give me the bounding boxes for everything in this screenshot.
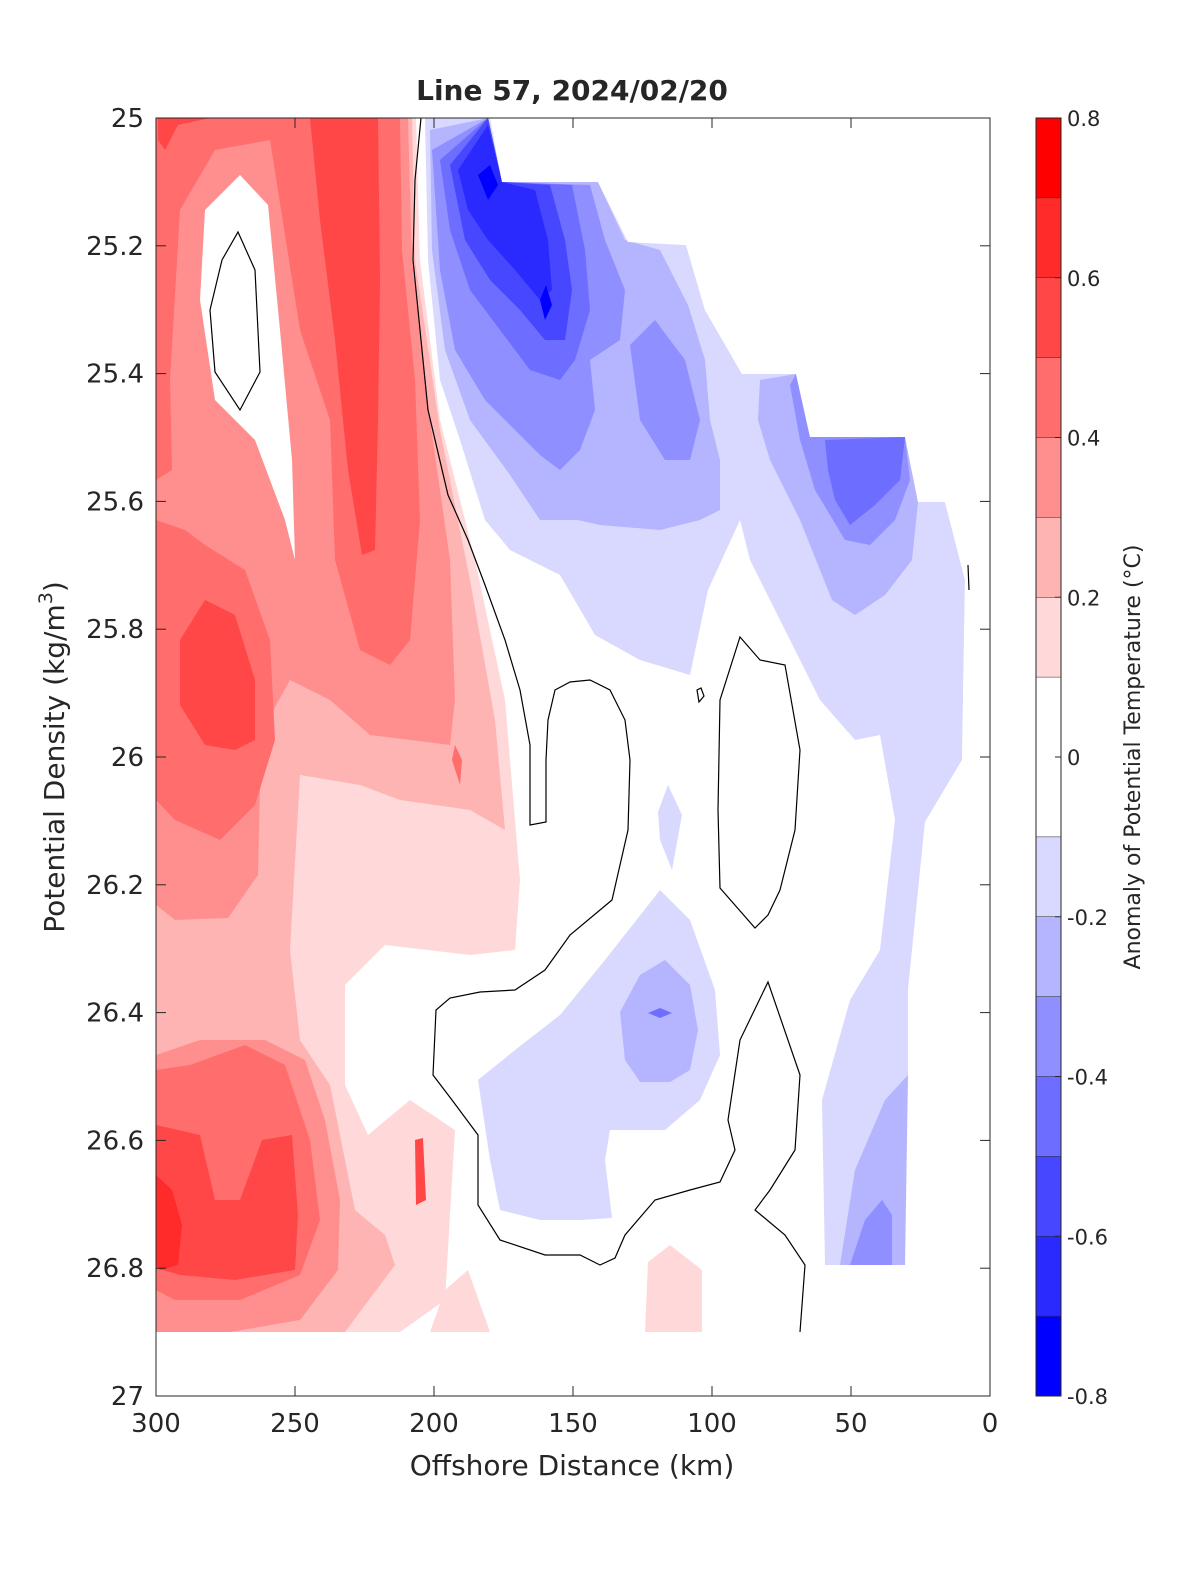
- contour-fill-neg-0.4c: [648, 1008, 672, 1018]
- contour-fill-pos-0.5b: [158, 118, 210, 150]
- x-axis: 300 250 200 150 100 50 0: [131, 118, 998, 1439]
- colorbar-level: [1036, 1076, 1061, 1157]
- colorbar: [1036, 118, 1061, 1396]
- zero-contour-right-core: [717, 635, 801, 929]
- y-axis-label-sup: 3: [35, 592, 57, 604]
- x-tick-label: 50: [834, 1409, 867, 1439]
- y-axis: 25 25.2 25.4 25.6 25.8 26 26.2 26.4 26.6 26.8 27: [86, 104, 990, 1412]
- y-tick-label: 25.8: [86, 615, 144, 645]
- contour-fill-neg-0.2c: [620, 960, 698, 1082]
- colorbar-tick-label: 0.2: [1067, 586, 1100, 610]
- colorbar-tick-label: 0.6: [1067, 267, 1100, 291]
- colorbar-level: [1036, 118, 1061, 198]
- y-tick-label: 25.4: [86, 360, 144, 390]
- contour-fill-neg-0.6: [458, 125, 552, 300]
- colorbar-tick-label: 0.8: [1067, 107, 1100, 131]
- x-tick-label: 250: [270, 1409, 320, 1439]
- colorbar-level: [1036, 1156, 1061, 1237]
- colorbar-level: [1036, 277, 1061, 358]
- chart-title: Line 57, 2024/02/20: [416, 74, 728, 107]
- colorbar-level: [1036, 1316, 1061, 1396]
- colorbar-tick-label: -0.8: [1067, 1385, 1108, 1409]
- y-tick-label: 26.8: [86, 1254, 144, 1284]
- contour-fill-neg-0.3b: [630, 320, 700, 460]
- contour-fill-pos-0.1c: [645, 1245, 702, 1332]
- x-tick-label: 150: [548, 1409, 598, 1439]
- y-axis-label: Potential Density (kg/m3): [35, 581, 71, 933]
- contour-fill-pos-0.4d: [452, 745, 462, 785]
- y-tick-label: 25.6: [86, 487, 144, 517]
- zero-contour-main: [412, 118, 806, 1333]
- x-tick-label: 100: [687, 1409, 737, 1439]
- colorbar-label: Anomaly of Potential Temperature (°C): [1121, 545, 1146, 970]
- colorbar-level: [1036, 1236, 1061, 1317]
- contour-fill-pos-0.5e: [415, 1138, 426, 1205]
- colorbar-tick-label: -0.2: [1067, 906, 1108, 930]
- colorbar-tick-label: -0.4: [1067, 1066, 1108, 1090]
- no-data-right-strip: [908, 760, 990, 1332]
- zero-contour-speck: [696, 687, 705, 704]
- x-tick-label: 200: [409, 1409, 459, 1439]
- contour-fill-layer: [156, 118, 990, 1396]
- colorbar-tick-label: 0.4: [1067, 427, 1100, 451]
- colorbar-level: [1036, 916, 1061, 997]
- colorbar-level: [1036, 197, 1061, 278]
- contour-fill-neg-0.7b: [540, 285, 552, 320]
- colorbar-level: [1036, 836, 1061, 917]
- x-axis-label: Offshore Distance (km): [410, 1449, 735, 1482]
- colorbar-tick-label: 0: [1067, 746, 1080, 770]
- contour-fill-neg-0.3d: [850, 1200, 892, 1265]
- colorbar-ticks: 0.8 0.6 0.4 0.2 0 -0.2 -0.4 -0.6 -0.8: [1055, 107, 1108, 1409]
- colorbar-tick-label: -0.6: [1067, 1225, 1108, 1249]
- y-tick-label: 25.2: [86, 232, 144, 262]
- contour-fill-pos-0.1b: [430, 1270, 490, 1332]
- y-tick-label: 26.4: [86, 999, 144, 1029]
- contour-fill-pos-0.5: [310, 118, 380, 555]
- y-tick-label: 25: [111, 104, 144, 134]
- y-axis-label-main: Potential Density (kg/m: [38, 604, 71, 933]
- no-data-bottom: [156, 1332, 990, 1396]
- colorbar-level: [1036, 517, 1061, 598]
- contour-fill-pos-0.5d: [156, 1125, 298, 1280]
- colorbar-level: [1036, 597, 1061, 678]
- y-axis-label-end: ): [38, 581, 71, 592]
- contour-fill-neg-0.7: [478, 165, 498, 200]
- contour-fill-neg-0.4b: [825, 437, 905, 525]
- y-tick-label: 26.6: [86, 1126, 144, 1156]
- x-tick-label: 0: [982, 1409, 999, 1439]
- colorbar-level: [1036, 437, 1061, 518]
- zero-contour-edge: [967, 564, 970, 591]
- no-data-top-right: [490, 118, 990, 760]
- y-tick-label: 26: [111, 743, 144, 773]
- y-tick-label: 27: [111, 1382, 144, 1412]
- contour-fill-pos-0.5c: [180, 600, 255, 750]
- zero-contour-warm-core: [209, 230, 261, 412]
- x-tick-label: 300: [131, 1409, 181, 1439]
- contour-fill-warm-core: [200, 175, 295, 560]
- colorbar-level: [1036, 996, 1061, 1077]
- contour-fill-pos-0.6: [156, 1175, 182, 1270]
- contour-fill-neg-0.1c: [658, 785, 682, 870]
- y-tick-label: 26.2: [86, 871, 144, 901]
- colorbar-level: [1036, 357, 1061, 438]
- zero-contour-lines: [209, 118, 970, 1333]
